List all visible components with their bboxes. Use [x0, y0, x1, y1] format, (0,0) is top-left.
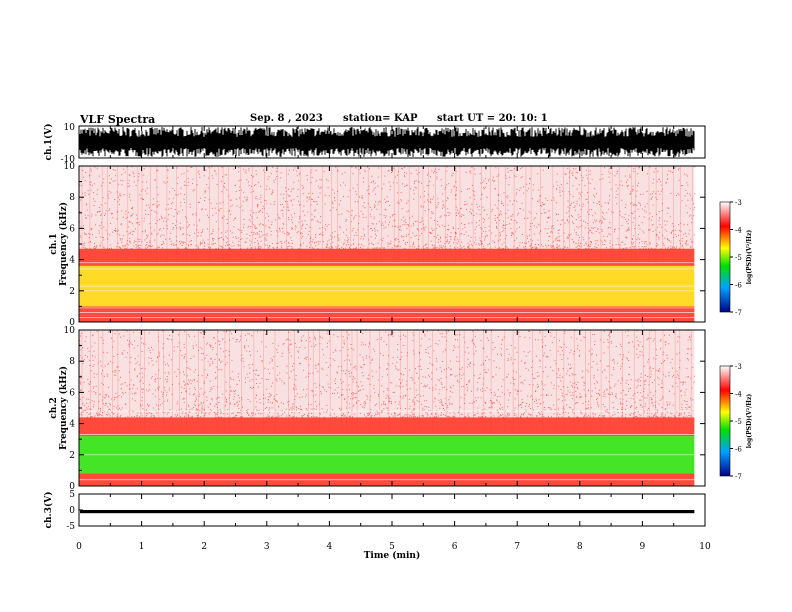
ch2-colorbar-tick-label: -6: [735, 446, 742, 454]
xtick-label: 6: [452, 542, 458, 552]
ch1-ytick-label: -10: [61, 155, 76, 165]
xtick-label: 5: [389, 542, 395, 552]
ch2-speckle-texture: [79, 329, 695, 418]
ch1-spectral-band: [79, 248, 695, 266]
ch1-ylabel-channel: ch.1: [49, 233, 59, 254]
xtick-label: 1: [139, 542, 145, 552]
xtick-label: 10: [699, 542, 711, 552]
ch3-ytick-label: 5: [69, 490, 75, 500]
ch2-colorbar: [719, 365, 731, 477]
ch2-ytick-label: 10: [64, 326, 76, 336]
ch1-ytick-label: 8: [69, 193, 75, 203]
ch1-colorbar-tick-label: -7: [735, 309, 742, 317]
ch2-colorbar-label: log(PSD)(V²/Hz): [746, 394, 753, 449]
xtick-label: 8: [577, 542, 583, 552]
ch2-colorbar-tick-label: -3: [735, 363, 742, 371]
ch2-ytick-label: 6: [69, 388, 75, 398]
xtick-label: 7: [514, 542, 520, 552]
ch1-spectral-band: [79, 166, 695, 249]
xaxis-label: Time (min): [364, 550, 421, 561]
ch1-speckle-texture: [79, 165, 696, 250]
start-time-label: start UT = 20: 10: 1: [437, 113, 548, 124]
ch2-colorbar-tick-label: -7: [735, 473, 742, 481]
figure-title: VLF Spectra: [80, 113, 156, 126]
ch2-colorbar-tick-label: -4: [735, 391, 742, 399]
ch2-ytick-label: 2: [69, 451, 75, 461]
ch1-colorbar-tick-label: -5: [735, 254, 742, 262]
ch1-impulse-streaks: [81, 166, 693, 265]
ch2-impulse-streaks: [81, 330, 692, 433]
ch2-colorbar-tick-label: -5: [735, 418, 742, 426]
ch1-ylabel-frequency: Frequency (kHz): [58, 202, 69, 286]
ch1-ytick-label: 10: [64, 123, 76, 133]
ch1-colorbar-tick-label: -3: [735, 199, 742, 207]
ch1-colorbar-tick-label: -6: [735, 282, 742, 290]
ch2-ytick-label: 8: [69, 357, 75, 367]
ch2-spectral-band: [79, 330, 695, 418]
ch1-ytick-label: 4: [69, 256, 75, 266]
xtick-label: 0: [76, 542, 82, 552]
ch1-colorbar-label: log(PSD)(V²/Hz): [746, 230, 753, 285]
ch1-colorbar: [719, 201, 731, 313]
ch2-ylabel-channel: ch.2: [49, 397, 59, 418]
ch1-ytick-label: 2: [69, 287, 75, 297]
ch1-ytick-label: 10: [64, 162, 76, 172]
ch1-colorbar-tick-label: -4: [735, 227, 742, 235]
ch1-waveform-ylabel: ch.1(V): [43, 124, 54, 161]
xtick-label: 2: [201, 542, 207, 552]
ch3-ytick-label: 0: [69, 506, 75, 516]
ch1-ytick-label: 0: [69, 318, 75, 328]
ch2-spectral-band: [79, 417, 695, 437]
ch1-waveform-trace: [78, 127, 695, 157]
ch2-ylabel-frequency: Frequency (kHz): [58, 366, 69, 450]
ch1-spectral-band: [79, 306, 695, 322]
xtick-label: 3: [264, 542, 270, 552]
ch3-waveform-trace: [80, 510, 695, 514]
xtick-label: 9: [640, 542, 646, 552]
xtick-label: 4: [327, 542, 333, 552]
ch2-ytick-label: 4: [69, 420, 75, 430]
ch3-ytick-label: -5: [66, 522, 75, 532]
ch1-ytick-label: 6: [69, 224, 75, 234]
ch3-waveform-ylabel: ch.3(V): [43, 492, 54, 529]
ch2-ytick-label: 0: [69, 482, 75, 492]
date-label: Sep. 8 , 2023: [250, 113, 323, 124]
station-label: station= KAP: [343, 113, 418, 124]
